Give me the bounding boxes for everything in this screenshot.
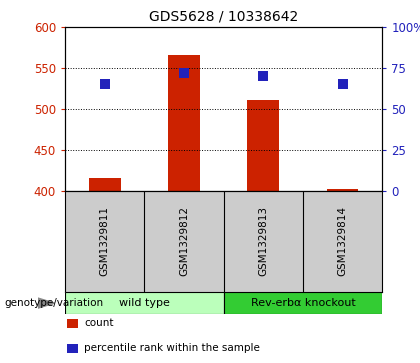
Point [181,70,187,76]
Bar [327,189,358,191]
Text: GSM1329811: GSM1329811 [100,207,110,276]
Text: percentile rank within the sample: percentile rank within the sample [84,343,260,354]
Text: GSM1329813: GSM1329813 [258,207,268,276]
Bar [168,55,200,191]
Bar [247,100,279,191]
Polygon shape [38,298,55,308]
Text: GSM1329814: GSM1329814 [338,207,348,276]
Text: wild type: wild type [119,298,170,308]
Point [339,81,346,87]
Bar [65,292,224,314]
Text: GSM1329812: GSM1329812 [179,207,189,276]
Point [101,81,108,87]
Text: Rev-erbα knockout: Rev-erbα knockout [251,298,355,308]
Text: count: count [84,318,113,328]
Point [260,73,267,79]
Bar [224,292,382,314]
Title: GDS5628 / 10338642: GDS5628 / 10338642 [149,9,298,23]
Text: genotype/variation: genotype/variation [4,298,103,308]
Bar [89,178,121,191]
